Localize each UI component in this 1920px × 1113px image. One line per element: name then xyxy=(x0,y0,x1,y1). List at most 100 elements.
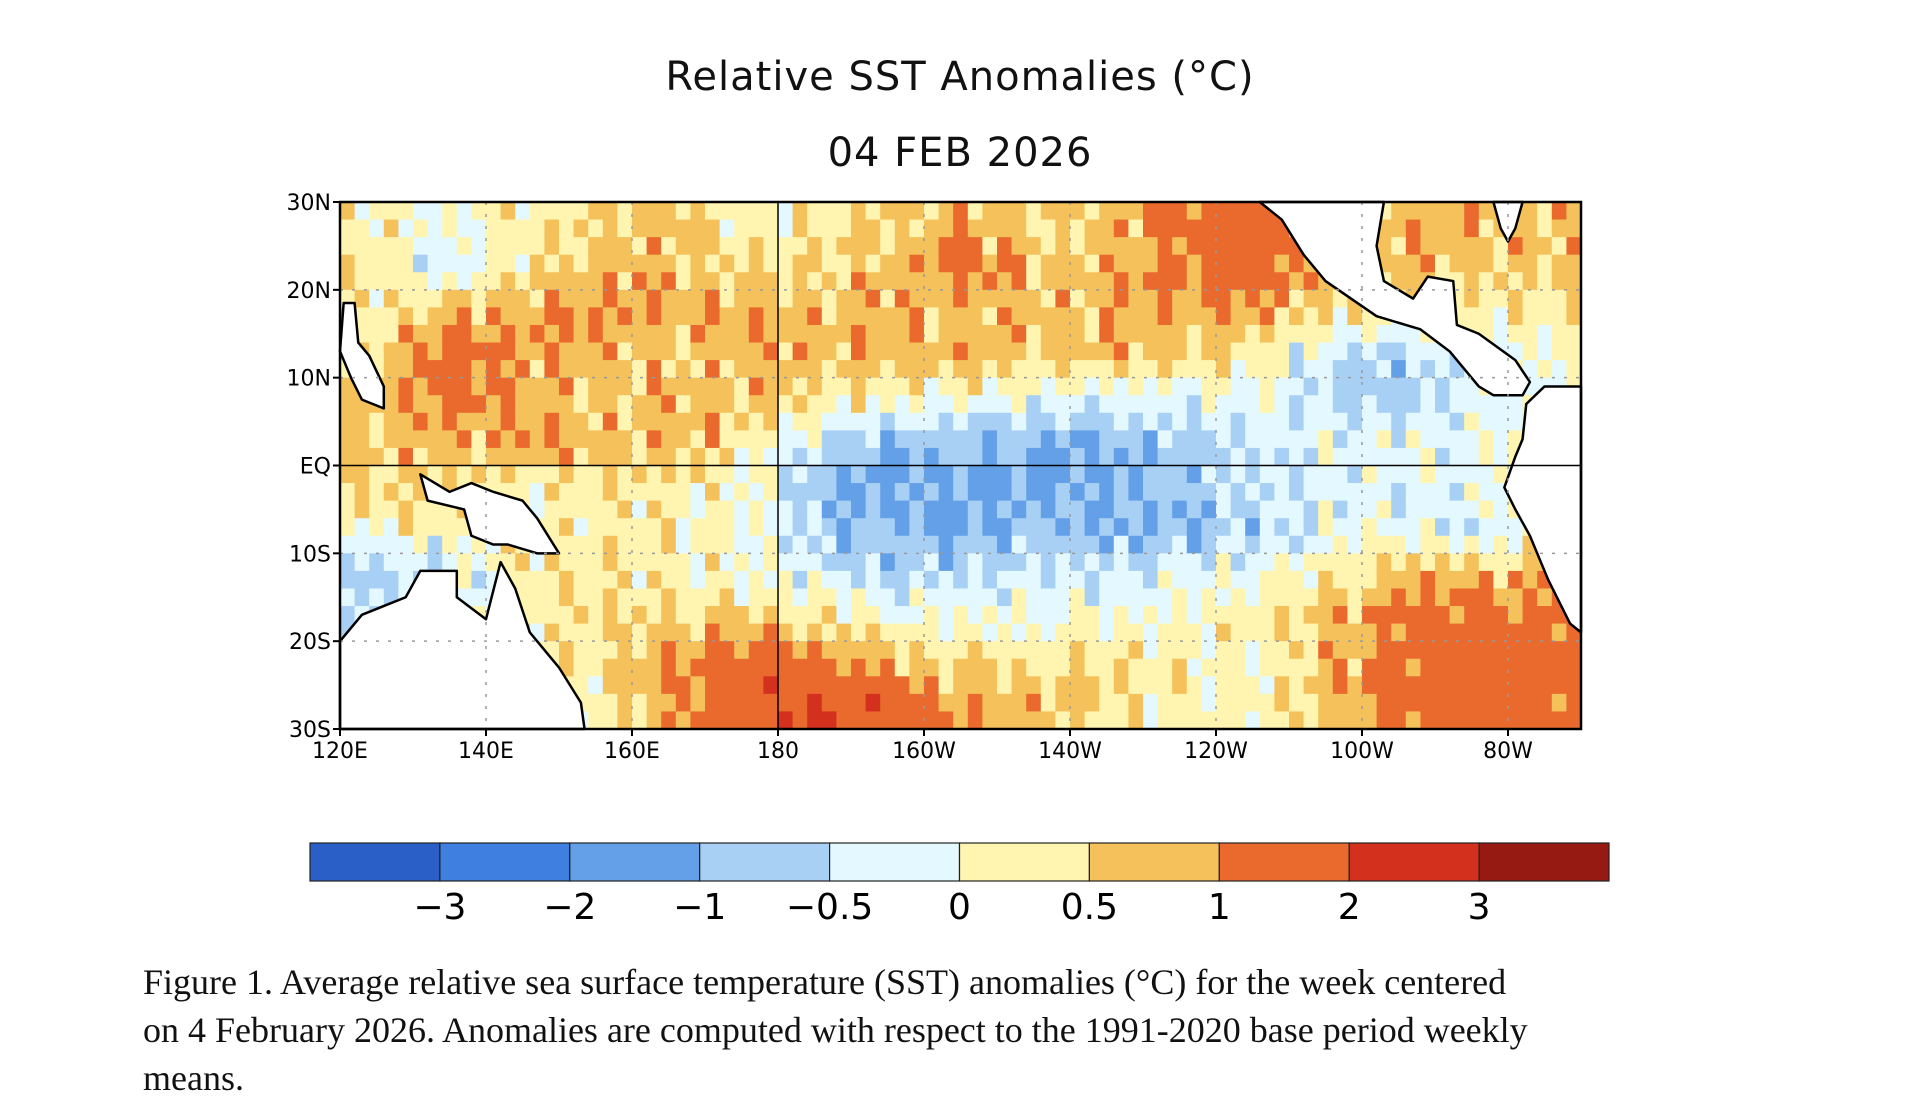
anomaly-cell xyxy=(617,360,633,379)
anomaly-cell xyxy=(573,465,589,484)
anomaly-cell xyxy=(807,237,823,256)
anomaly-cell xyxy=(705,535,721,554)
anomaly-cell xyxy=(675,360,691,379)
anomaly-cell xyxy=(646,623,662,642)
anomaly-cell xyxy=(427,272,443,291)
anomaly-cell xyxy=(427,500,443,519)
anomaly-cell xyxy=(398,289,414,308)
anomaly-cell xyxy=(427,412,443,431)
anomaly-cell xyxy=(1011,412,1027,431)
anomaly-cell xyxy=(1201,658,1217,677)
anomaly-cell xyxy=(1040,377,1056,396)
anomaly-cell xyxy=(1391,412,1407,431)
anomaly-cell xyxy=(1055,377,1071,396)
anomaly-cell xyxy=(340,272,356,291)
anomaly-cell xyxy=(1113,202,1129,221)
anomaly-cell xyxy=(1040,658,1056,677)
south-america-landmass xyxy=(1503,385,1583,634)
anomaly-cell xyxy=(865,711,881,730)
anomaly-cell xyxy=(734,202,750,221)
anomaly-cell xyxy=(705,395,721,414)
anomaly-cell xyxy=(675,395,691,414)
anomaly-cell xyxy=(807,500,823,519)
anomaly-cell xyxy=(632,307,648,326)
anomaly-cell xyxy=(1332,711,1348,730)
anomaly-cell xyxy=(369,588,385,607)
anomaly-cell xyxy=(778,676,794,695)
anomaly-cell xyxy=(602,518,618,537)
anomaly-cell xyxy=(719,641,735,660)
anomaly-cell xyxy=(383,237,399,256)
anomaly-cell xyxy=(1157,676,1173,695)
colorbar-swatch xyxy=(1218,842,1350,882)
anomaly-cell xyxy=(997,588,1013,607)
anomaly-cell xyxy=(1040,219,1056,238)
anomaly-cell xyxy=(632,395,648,414)
anomaly-cell xyxy=(763,342,779,361)
caption-line: Figure 1. Average relative sea surface t… xyxy=(143,962,1507,1002)
anomaly-cell xyxy=(1420,500,1436,519)
anomaly-cell xyxy=(1143,465,1159,484)
anomaly-cell xyxy=(1420,676,1436,695)
anomaly-cell xyxy=(544,237,560,256)
anomaly-cell xyxy=(559,588,575,607)
anomaly-cell xyxy=(354,202,370,221)
anomaly-cell xyxy=(559,430,575,449)
anomaly-cell xyxy=(1128,518,1144,537)
anomaly-cell xyxy=(967,447,983,467)
anomaly-cell xyxy=(982,518,998,537)
anomaly-cell xyxy=(1303,500,1319,519)
anomaly-cell xyxy=(909,307,925,326)
anomaly-cell xyxy=(1303,693,1319,713)
anomaly-cell xyxy=(1508,588,1524,607)
anomaly-cell xyxy=(500,447,516,467)
anomaly-cell xyxy=(1362,483,1378,502)
anomaly-cell xyxy=(763,219,779,238)
anomaly-cell xyxy=(1055,342,1071,361)
anomaly-cell xyxy=(1332,588,1348,607)
anomaly-cell xyxy=(617,518,633,537)
anomaly-cell xyxy=(573,324,589,344)
anomaly-cell xyxy=(602,658,618,677)
anomaly-cell xyxy=(1449,483,1465,502)
anomaly-cell xyxy=(617,570,633,590)
anomaly-cell xyxy=(1113,324,1129,344)
anomaly-cell xyxy=(1011,289,1027,308)
anomaly-cell xyxy=(632,570,648,590)
anomaly-cell xyxy=(515,447,531,467)
anomaly-cell xyxy=(909,535,925,554)
anomaly-cell xyxy=(1259,693,1275,713)
anomaly-cell xyxy=(1230,465,1246,484)
anomaly-cell xyxy=(1070,324,1086,344)
colorbar: −3 −2 −1 −0.5 0 0.5 1 2 3 xyxy=(309,842,1610,928)
anomaly-cell xyxy=(646,641,662,660)
anomaly-cell xyxy=(953,360,969,379)
anomaly-cell xyxy=(763,430,779,449)
anomaly-cell xyxy=(763,676,779,695)
anomaly-cell xyxy=(953,412,969,431)
anomaly-cell xyxy=(1362,518,1378,537)
anomaly-cell xyxy=(997,447,1013,467)
anomaly-cell xyxy=(573,483,589,502)
anomaly-cell xyxy=(398,360,414,379)
anomaly-cell xyxy=(1040,254,1056,273)
anomaly-cell xyxy=(1259,219,1275,238)
anomaly-cell xyxy=(661,272,677,291)
anomaly-cell xyxy=(369,500,385,519)
anomaly-cell xyxy=(763,518,779,537)
anomaly-cell xyxy=(1449,588,1465,607)
anomaly-cell xyxy=(1157,430,1173,449)
anomaly-cell xyxy=(675,553,691,572)
anomaly-cell xyxy=(909,272,925,291)
anomaly-cell xyxy=(909,219,925,238)
anomaly-cell xyxy=(1040,395,1056,414)
anomaly-cell xyxy=(471,570,487,590)
anomaly-cell xyxy=(617,272,633,291)
anomaly-cell xyxy=(690,289,706,308)
anomaly-cell xyxy=(1478,412,1494,431)
anomaly-cell xyxy=(1216,588,1232,607)
anomaly-cell xyxy=(778,500,794,519)
anomaly-cell xyxy=(632,360,648,379)
anomaly-cell xyxy=(1259,676,1275,695)
anomaly-cell xyxy=(413,535,429,554)
